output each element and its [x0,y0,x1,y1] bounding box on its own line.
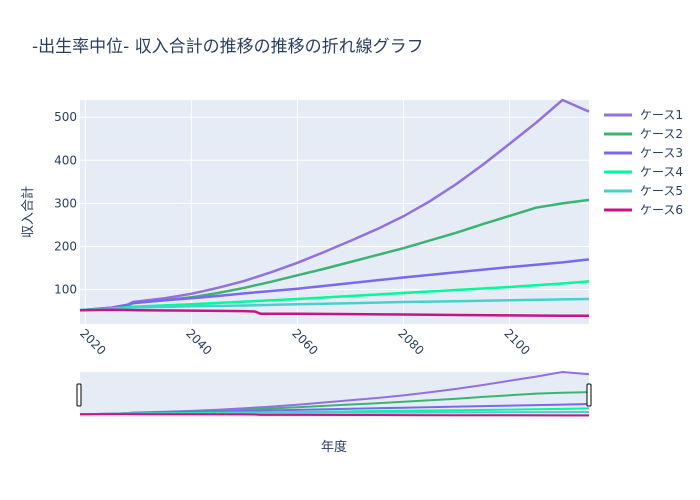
y-axis-ticks: 100 200 300 400 500 [54,110,77,296]
chart-title: -出生率中位- 収入合計の推移の推移の折れ線グラフ [32,37,424,57]
legend-item-5[interactable]: ケース5 [604,184,683,198]
x-axis-ticks: 2020 2040 2060 2080 2100 [77,326,533,357]
x-tick-label: 2100 [501,326,532,357]
series-line-5[interactable] [79,297,590,312]
x-tick-label: 2060 [289,326,320,357]
legend-item-6[interactable]: ケース6 [604,203,683,217]
y-tick-label: 400 [54,153,77,167]
legend-item-3[interactable]: ケース3 [604,146,683,160]
y-axis-title: 収入合計 [20,186,36,238]
y-tick-label: 500 [54,110,77,124]
grid-lines [80,100,589,324]
series-lines [79,98,590,318]
legend-item-1[interactable]: ケース1 [604,108,683,122]
legend-item-2[interactable]: ケース2 [604,127,683,141]
range-slider-left-handle[interactable] [76,383,82,407]
series-line-6[interactable] [79,308,589,318]
y-tick-label: 300 [54,196,77,210]
legend-label: ケース6 [640,203,683,217]
legend-label: ケース1 [640,108,683,122]
range-slider-right-handle[interactable] [586,383,592,407]
x-tick-label: 2040 [183,326,214,357]
x-axis-title: 年度 [321,439,347,455]
legend-label: ケース3 [640,146,683,160]
x-tick-label: 2020 [77,326,108,357]
legend-label: ケース5 [640,184,683,198]
slider-series-line-6 [79,413,589,417]
legend: ケース1 ケース2 ケース3 ケース4 ケース5 ケース6 [604,108,683,217]
legend-item-4[interactable]: ケース4 [604,165,683,179]
y-tick-label: 200 [54,239,77,253]
y-tick-label: 100 [54,283,77,297]
plot-background [80,100,589,324]
legend-label: ケース2 [640,127,683,141]
series-line-1[interactable] [79,98,590,312]
series-line-3[interactable] [79,258,590,312]
range-slider-series [79,371,590,417]
legend-label: ケース4 [640,165,683,179]
x-tick-label: 2080 [395,326,426,357]
